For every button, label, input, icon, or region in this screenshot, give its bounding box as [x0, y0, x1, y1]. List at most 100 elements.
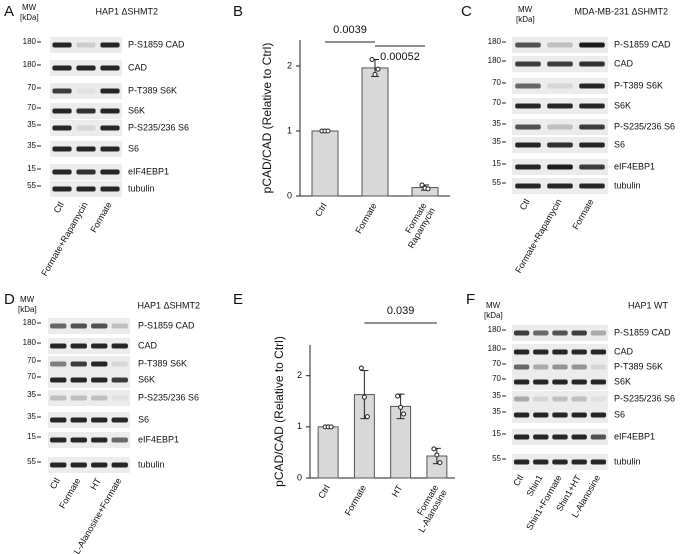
blot-band [91, 395, 108, 401]
row-label: P-T389 S6K [128, 85, 177, 95]
blot-band [590, 330, 607, 336]
blot-band [547, 164, 573, 170]
mw-marker: 180 [488, 344, 502, 353]
p-value: 0.039 [387, 305, 415, 317]
row-label: CAD [128, 62, 148, 72]
blot-band [111, 323, 128, 329]
blot-band [571, 434, 587, 440]
x-tick-label: Formate [353, 201, 378, 235]
mw-header: MW [20, 295, 35, 304]
blot-band [579, 124, 605, 130]
blot-band [579, 164, 605, 170]
blot-band [70, 417, 87, 423]
blot-band [513, 412, 530, 418]
mw-marker: 15 [492, 429, 501, 438]
blot-strip [512, 359, 608, 375]
data-point [425, 186, 431, 192]
blot-title: HAP1 ΔSHMT2 [137, 300, 200, 310]
mw-marker: 180 [488, 37, 502, 46]
mw-header: [kDa] [484, 311, 503, 320]
blot-band [547, 103, 573, 109]
row-label: P-S1859 CAD [128, 39, 185, 49]
blot-band [52, 146, 72, 152]
row-label: S6K [138, 374, 155, 384]
mw-marker: 35 [27, 120, 36, 129]
p-value: 0.0039 [333, 24, 367, 36]
mw-marker: 15 [27, 432, 36, 441]
blot-strip [48, 356, 130, 372]
lane-label: Ctl [518, 197, 532, 212]
blot-band [533, 379, 549, 385]
blot-band [50, 395, 67, 401]
data-point [358, 365, 364, 371]
blot-band [552, 379, 568, 385]
row-label: S6 [614, 139, 625, 149]
blot-band [513, 396, 530, 402]
mw-marker: 70 [492, 359, 501, 368]
lane-label: Formate [88, 200, 113, 234]
blot-strip [48, 372, 130, 388]
mw-marker: 180 [488, 325, 502, 334]
row-label: P-S235/236 S6 [614, 393, 675, 403]
blot-band [91, 417, 108, 423]
blot-band [547, 42, 573, 48]
data-point [325, 128, 331, 134]
blot-title: HAP1 WT [628, 300, 669, 310]
lane-label: Ctl [511, 473, 525, 488]
row-label: eIF4EBP1 [128, 166, 169, 176]
mw-marker: 35 [27, 412, 36, 421]
data-point [419, 182, 425, 188]
mw-marker: 70 [27, 103, 36, 112]
blot-band [100, 125, 120, 131]
blot-band [76, 146, 96, 152]
row-label: CAD [614, 346, 634, 356]
blot-band [70, 395, 87, 401]
blot-strip [512, 78, 608, 94]
row-label: P-S235/236 S6 [614, 121, 675, 131]
blot-band [533, 349, 549, 355]
mw-marker: 15 [27, 164, 36, 173]
blot-band [571, 379, 587, 385]
data-point [375, 66, 381, 72]
blot-band [552, 459, 568, 465]
blot-band [590, 379, 607, 385]
blot-band [76, 125, 96, 131]
blot-band [76, 108, 96, 114]
data-point [398, 404, 404, 410]
blot-band [70, 361, 87, 367]
blot-band [76, 42, 96, 48]
lane-label: Ctl [48, 476, 62, 491]
mw-marker: 35 [492, 391, 501, 400]
blot-band [52, 88, 72, 94]
blot-band [515, 103, 541, 109]
blot-band [579, 61, 605, 67]
blot-band [513, 349, 530, 355]
blot-band [91, 462, 108, 468]
blot-strip [50, 37, 122, 53]
blot-band [111, 361, 128, 367]
mw-header: [kDa] [18, 305, 37, 314]
mw-marker: 15 [492, 159, 501, 168]
y-tick-label: 0 [287, 190, 292, 200]
bar [311, 130, 339, 197]
x-tick-label: Ctrl [316, 483, 332, 500]
y-tick-label: 1 [297, 421, 302, 431]
mw-header: MW [518, 5, 533, 14]
blot-band [547, 183, 573, 189]
panel-letter: F [466, 291, 475, 308]
blot-band [111, 437, 128, 443]
y-tick-label: 2 [287, 60, 292, 70]
blot-band [100, 169, 120, 175]
row-label: tubulin [138, 459, 165, 469]
mw-marker: 180 [23, 37, 37, 46]
blot-band [515, 142, 541, 148]
blot-band [579, 183, 605, 189]
x-tick-label: HT [390, 483, 405, 499]
lane-label: Formate [570, 197, 595, 231]
blot-band [76, 169, 96, 175]
blot-band [571, 364, 587, 370]
blot-band [76, 65, 96, 71]
row-label: tubulin [128, 183, 155, 193]
row-label: P-S1859 CAD [138, 320, 195, 330]
